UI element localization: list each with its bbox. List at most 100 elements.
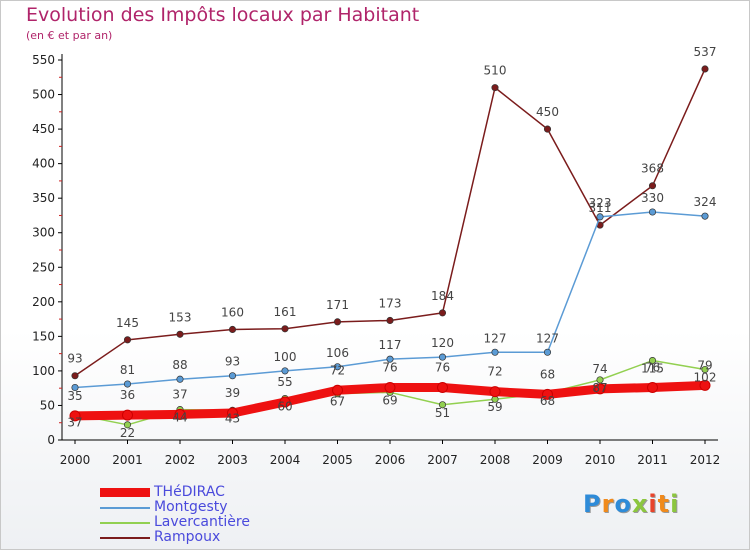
data-label-1: 117 bbox=[379, 338, 402, 352]
data-point-0 bbox=[227, 407, 238, 419]
data-label-3: 153 bbox=[169, 310, 192, 324]
data-point-3 bbox=[386, 316, 394, 325]
y-tick-label: 50 bbox=[40, 398, 55, 412]
data-point-3 bbox=[701, 65, 709, 73]
y-tick-label: 350 bbox=[32, 191, 55, 205]
data-label-0: 79 bbox=[697, 358, 712, 372]
data-label-3: 171 bbox=[326, 298, 349, 312]
data-point-3 bbox=[543, 125, 552, 133]
y-tick-label: 150 bbox=[32, 329, 55, 343]
x-tick-label: 2010 bbox=[585, 453, 616, 467]
data-label-2: 51 bbox=[435, 406, 450, 420]
logo-letter: i bbox=[670, 490, 680, 518]
data-point-3 bbox=[71, 372, 79, 380]
legend-label-montgesty: Montgesty bbox=[154, 499, 228, 515]
data-point-1 bbox=[596, 213, 604, 221]
data-point-0 bbox=[279, 396, 291, 408]
data-point-0 bbox=[542, 388, 553, 400]
data-label-3: 450 bbox=[536, 105, 559, 119]
data-label-3: 160 bbox=[221, 305, 244, 319]
logo-letter: P bbox=[583, 490, 602, 518]
x-tick-label: 2002 bbox=[165, 453, 196, 467]
data-point-0 bbox=[489, 386, 501, 398]
data-label-0: 55 bbox=[277, 375, 292, 389]
legend-item-rampoux: Rampoux bbox=[100, 530, 250, 545]
legend-item-montgesty: Montgesty bbox=[100, 500, 250, 515]
data-label-0: 39 bbox=[225, 386, 240, 400]
y-tick-label: 550 bbox=[32, 53, 55, 67]
data-label-0: 36 bbox=[120, 388, 135, 402]
data-point-0 bbox=[647, 381, 658, 393]
data-point-0 bbox=[69, 410, 81, 422]
data-label-2: 69 bbox=[382, 393, 397, 407]
data-label-2: 22 bbox=[120, 426, 135, 440]
y-tick-label: 500 bbox=[32, 88, 55, 102]
legend-swatch-thedirac bbox=[100, 488, 150, 497]
data-label-0: 74 bbox=[592, 362, 607, 376]
data-point-1 bbox=[176, 375, 184, 383]
data-label-2: 60 bbox=[277, 400, 292, 414]
y-tick-label: 300 bbox=[32, 226, 55, 240]
data-label-2: 68 bbox=[540, 394, 555, 408]
x-tick-label: 2000 bbox=[60, 453, 91, 467]
data-point-2 bbox=[648, 356, 657, 365]
data-point-2 bbox=[701, 365, 709, 374]
data-label-0: 72 bbox=[330, 363, 345, 377]
data-label-0: 76 bbox=[645, 360, 660, 374]
data-point-1 bbox=[648, 208, 657, 216]
legend-label-rampoux: Rampoux bbox=[154, 529, 221, 545]
data-point-3 bbox=[176, 330, 184, 338]
data-point-1 bbox=[438, 353, 447, 361]
chart-subtitle: (en € et par an) bbox=[26, 29, 113, 42]
data-label-3: 145 bbox=[116, 316, 139, 330]
data-label-2: 67 bbox=[330, 395, 345, 409]
data-label-1: 88 bbox=[172, 358, 187, 372]
legend-swatch-lavercantiere bbox=[100, 521, 150, 524]
data-point-2 bbox=[123, 421, 132, 429]
data-label-0: 72 bbox=[487, 365, 502, 379]
data-label-2: 87 bbox=[592, 381, 607, 395]
data-label-1: 93 bbox=[225, 355, 240, 369]
legend-item-thedirac: THéDIRAC bbox=[100, 485, 250, 500]
data-label-3: 537 bbox=[694, 45, 717, 59]
data-point-3 bbox=[491, 84, 499, 92]
y-tick-label: 100 bbox=[32, 364, 55, 378]
data-point-2 bbox=[438, 401, 447, 409]
data-point-0 bbox=[174, 408, 186, 420]
data-point-1 bbox=[701, 212, 709, 220]
data-label-3: 510 bbox=[484, 64, 507, 78]
x-tick-label: 2003 bbox=[217, 453, 248, 467]
y-tick-label: 450 bbox=[32, 122, 55, 136]
legend-swatch-montgesty bbox=[100, 506, 150, 509]
data-label-3: 311 bbox=[589, 201, 612, 215]
data-label-2: 102 bbox=[694, 371, 717, 385]
data-point-0 bbox=[699, 379, 711, 391]
x-tick-label: 2009 bbox=[532, 453, 563, 467]
data-label-3: 184 bbox=[431, 289, 454, 303]
data-label-3: 161 bbox=[274, 305, 297, 319]
data-label-2: 44 bbox=[172, 411, 187, 425]
data-point-0 bbox=[332, 384, 343, 396]
proxiti-logo: Proxiti bbox=[583, 490, 679, 518]
data-label-2: 115 bbox=[641, 362, 664, 376]
data-point-0 bbox=[384, 381, 396, 393]
data-point-3 bbox=[438, 309, 447, 317]
x-tick-label: 2001 bbox=[112, 453, 143, 467]
data-label-3: 173 bbox=[379, 296, 402, 310]
data-label-1: 100 bbox=[274, 350, 297, 364]
y-tick-label: 200 bbox=[32, 295, 55, 309]
x-tick-label: 2011 bbox=[637, 453, 668, 467]
data-point-1 bbox=[491, 348, 499, 356]
series-line-3 bbox=[74, 68, 706, 377]
data-label-2: 43 bbox=[225, 411, 240, 425]
data-label-2: 37 bbox=[67, 415, 82, 429]
data-point-3 bbox=[333, 318, 342, 326]
data-label-0: 35 bbox=[67, 389, 82, 403]
y-tick-label: 400 bbox=[32, 157, 55, 171]
data-label-2: 59 bbox=[487, 400, 502, 414]
data-point-1 bbox=[228, 372, 237, 380]
data-point-1 bbox=[123, 380, 132, 388]
data-label-3: 93 bbox=[67, 352, 82, 366]
